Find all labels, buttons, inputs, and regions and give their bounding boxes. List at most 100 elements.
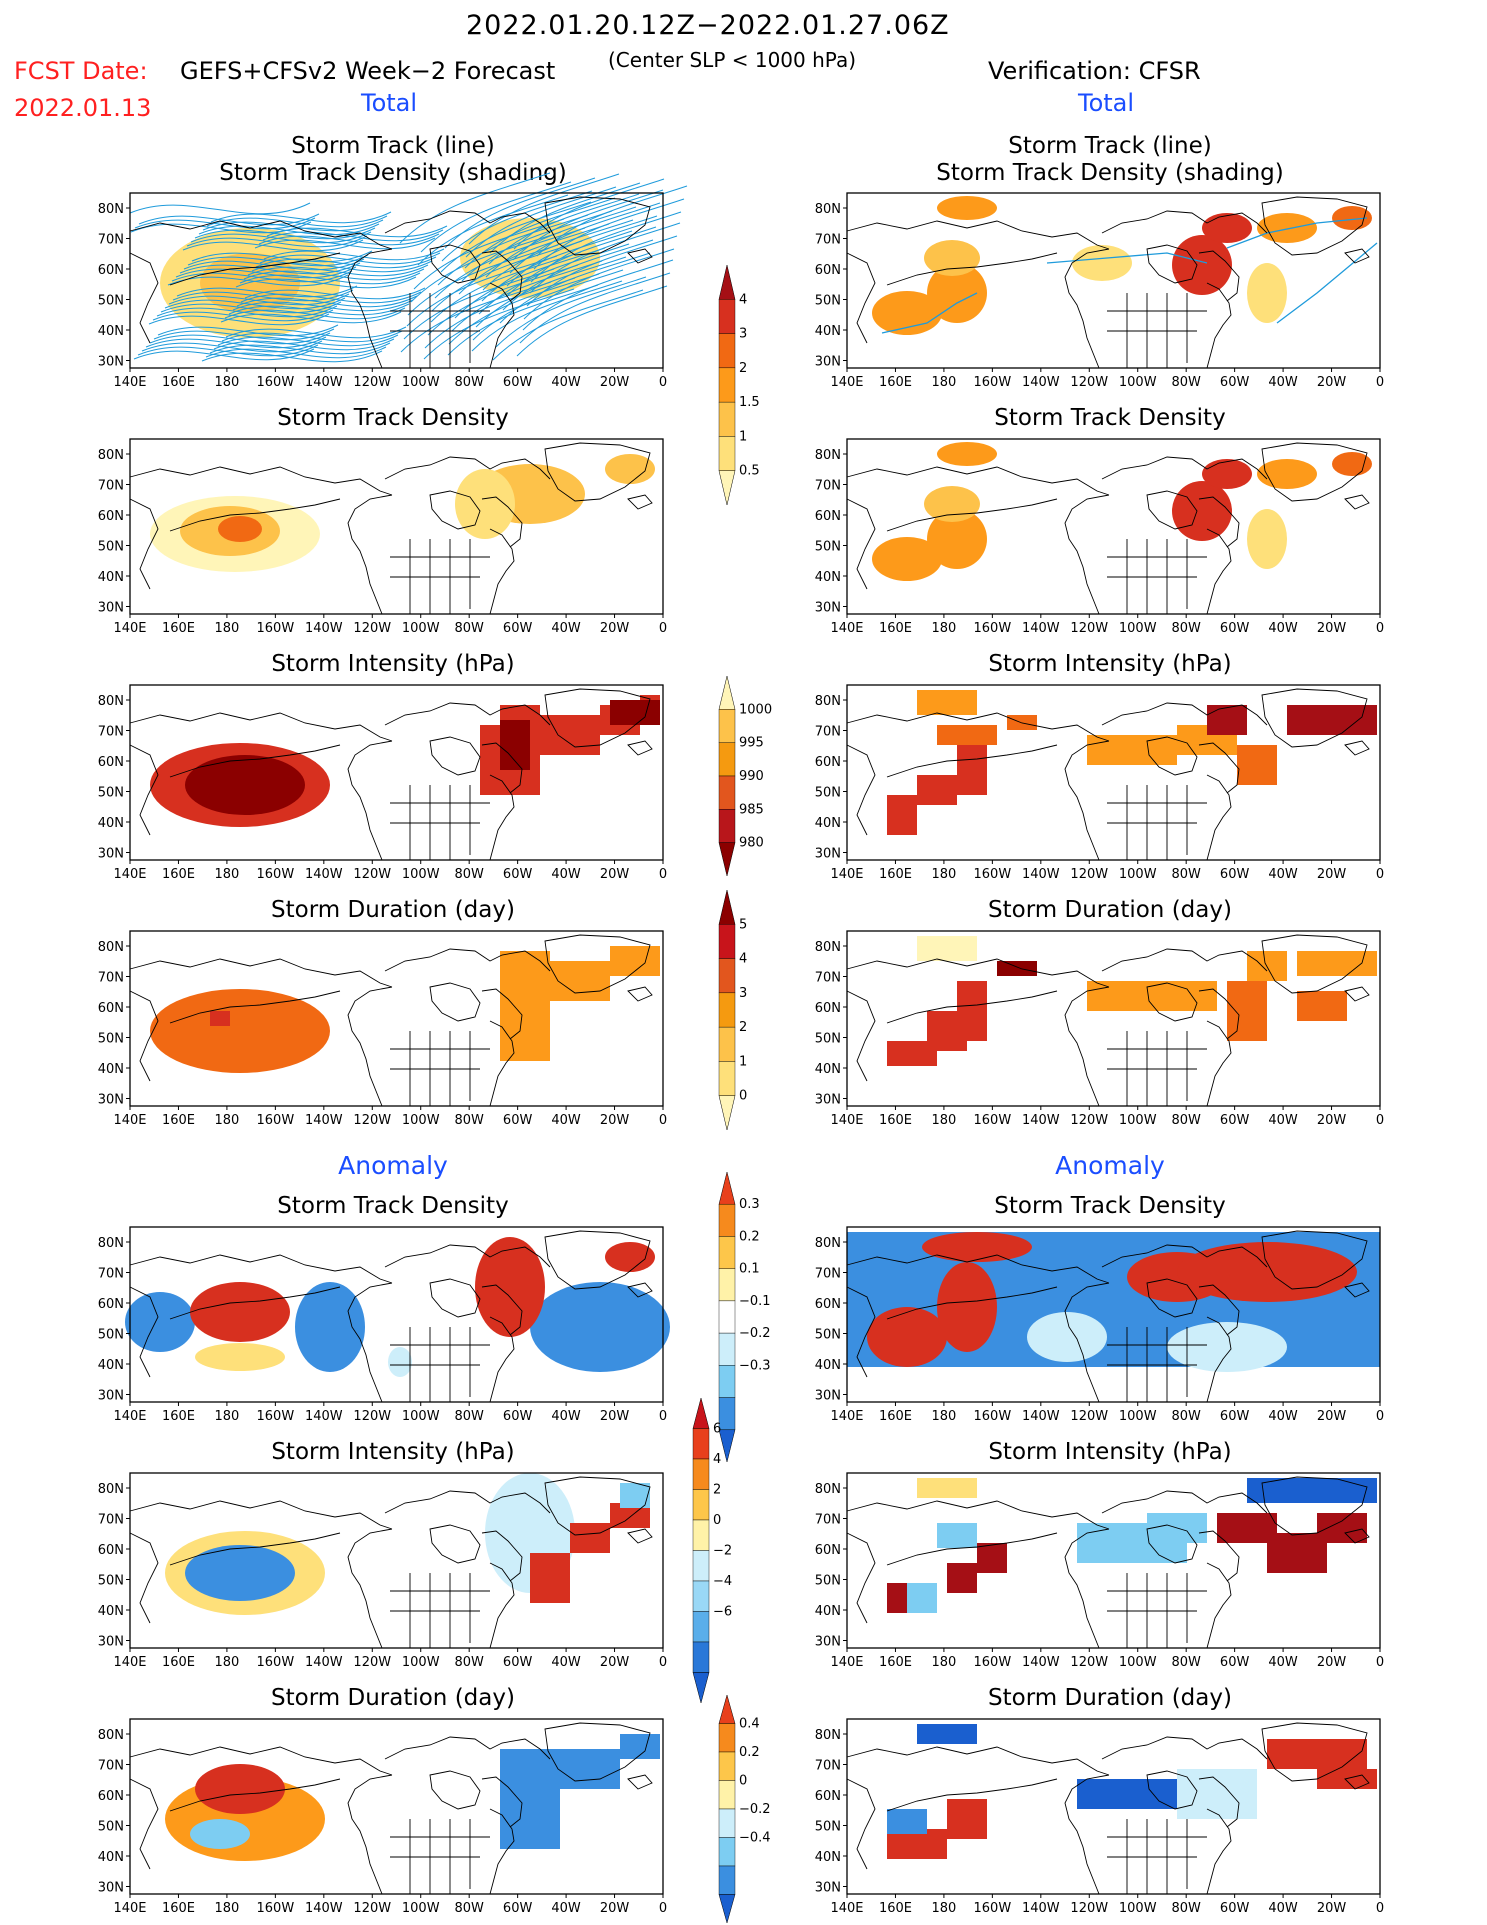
lat-label: 50N bbox=[98, 1328, 124, 1343]
colorbar-label: 4 bbox=[739, 952, 747, 967]
coastline bbox=[846, 1286, 876, 1378]
coastline bbox=[390, 1031, 490, 1106]
shade-duration bbox=[1297, 951, 1377, 976]
lat-label: 40N bbox=[98, 324, 124, 339]
coastline bbox=[169, 1532, 341, 1566]
lon-label: 180 bbox=[931, 621, 956, 636]
lon-label: 120W bbox=[353, 1901, 391, 1916]
colorbar-label: 0.1 bbox=[739, 1262, 760, 1277]
colorbar-swatch bbox=[718, 924, 736, 959]
shade-anom bbox=[947, 1563, 977, 1593]
shade-intensity bbox=[185, 755, 305, 815]
lon-label: 180 bbox=[931, 1113, 956, 1128]
section-total-left: Total bbox=[361, 89, 418, 117]
coastline bbox=[627, 740, 653, 756]
lat-label: 50N bbox=[815, 1820, 841, 1835]
colorbar-swatch bbox=[718, 958, 736, 994]
colorbar-cap bbox=[718, 675, 736, 710]
coastline bbox=[390, 1327, 490, 1402]
storm-track-line bbox=[175, 266, 357, 279]
lon-label: 100W bbox=[402, 1409, 440, 1424]
lon-label: 60W bbox=[1220, 375, 1250, 390]
lat-label: 70N bbox=[98, 971, 124, 986]
shade-duration bbox=[1227, 981, 1267, 1041]
map-frame bbox=[129, 1226, 664, 1403]
shade-anom bbox=[977, 1543, 1007, 1573]
storm-track-line bbox=[130, 221, 312, 234]
lon-label: 20W bbox=[1317, 1409, 1347, 1424]
storm-track-line bbox=[263, 248, 445, 261]
title-density-right: Storm Track Density bbox=[994, 405, 1226, 431]
lon-label: 140E bbox=[113, 1655, 146, 1670]
colorbar-label: −0.4 bbox=[739, 1831, 771, 1846]
lon-label: 120W bbox=[1070, 1113, 1108, 1128]
lat-label: 50N bbox=[815, 1032, 841, 1047]
coastline bbox=[846, 1778, 876, 1870]
storm-track-line bbox=[149, 332, 331, 345]
coastline bbox=[1198, 250, 1240, 302]
lon-label: 20W bbox=[600, 375, 630, 390]
coastline bbox=[384, 210, 551, 234]
storm-track-line bbox=[133, 348, 315, 361]
lon-label: 0 bbox=[659, 1409, 667, 1424]
coastline bbox=[846, 712, 1110, 742]
lon-label: 160W bbox=[974, 1409, 1012, 1424]
lon-label: 120W bbox=[353, 1113, 391, 1128]
title-duration-right: Storm Duration (day) bbox=[988, 897, 1232, 923]
coastline bbox=[429, 1770, 481, 1810]
coastline bbox=[129, 990, 159, 1082]
lat-label: 30N bbox=[815, 1635, 841, 1650]
coastline bbox=[1344, 1282, 1370, 1298]
lon-label: 80W bbox=[454, 1655, 484, 1670]
storm-track-line bbox=[205, 346, 387, 359]
colorbar-label: 985 bbox=[739, 802, 764, 817]
shade-duration bbox=[500, 951, 550, 1061]
colorbar-label: 995 bbox=[739, 736, 764, 751]
coastline bbox=[384, 1736, 551, 1760]
storm-track-line bbox=[255, 256, 437, 269]
storm-track-line bbox=[437, 214, 589, 286]
lon-label: 180 bbox=[214, 1409, 239, 1424]
coastline bbox=[169, 990, 341, 1024]
lon-label: 0 bbox=[659, 1655, 667, 1670]
lon-label: 140W bbox=[305, 1409, 343, 1424]
lat-label: 30N bbox=[98, 847, 124, 862]
coastline bbox=[627, 986, 653, 1002]
lat-label: 30N bbox=[815, 1389, 841, 1404]
storm-track-line bbox=[129, 202, 311, 215]
lon-label: 160W bbox=[257, 621, 295, 636]
lat-label: 60N bbox=[98, 1543, 124, 1558]
shade-density bbox=[1247, 263, 1287, 323]
storm-track-line bbox=[225, 326, 407, 339]
lon-label: 140E bbox=[113, 1901, 146, 1916]
storm-track-line bbox=[440, 201, 592, 273]
map-frame bbox=[846, 192, 1381, 369]
colorbar-swatch bbox=[718, 1397, 736, 1430]
shade-duration bbox=[210, 1011, 230, 1026]
lat-label: 40N bbox=[815, 324, 841, 339]
coastline bbox=[347, 986, 393, 1107]
shade-anom bbox=[185, 1545, 295, 1601]
storm-track-line bbox=[1276, 242, 1378, 324]
colorbar-label: −6 bbox=[713, 1605, 732, 1620]
storm-track-line bbox=[458, 223, 610, 295]
lon-label: 80W bbox=[454, 1113, 484, 1128]
storm-track-line bbox=[447, 284, 599, 356]
colorbar-label: 0.3 bbox=[739, 1197, 760, 1212]
colorbar-swatch bbox=[718, 1026, 736, 1062]
coastline bbox=[1064, 1774, 1110, 1895]
lat-label: 80N bbox=[815, 1728, 841, 1743]
coastline bbox=[169, 1286, 341, 1320]
coastline bbox=[129, 498, 159, 590]
colorbar-swatch bbox=[718, 1865, 736, 1895]
lon-label: 120W bbox=[353, 1409, 391, 1424]
coastline bbox=[846, 220, 1110, 250]
lat-label: 80N bbox=[815, 1482, 841, 1497]
coastline bbox=[347, 248, 393, 369]
coastline bbox=[1146, 982, 1198, 1022]
verification-label: Verification: CFSR bbox=[988, 57, 1201, 85]
shade-anom bbox=[605, 1242, 655, 1272]
colorbar-swatch bbox=[718, 1268, 736, 1302]
colorbar-label: 990 bbox=[739, 769, 764, 784]
lon-label: 100W bbox=[1119, 375, 1157, 390]
